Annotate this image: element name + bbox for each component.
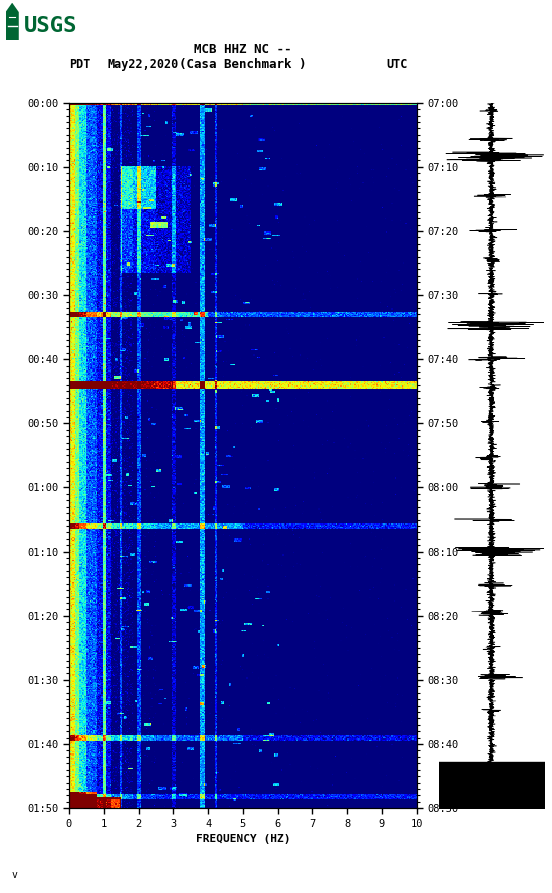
X-axis label: FREQUENCY (HZ): FREQUENCY (HZ): [195, 834, 290, 844]
Polygon shape: [6, 3, 19, 40]
Text: UTC: UTC: [386, 58, 408, 71]
Text: MCB HHZ NC --: MCB HHZ NC --: [194, 43, 291, 55]
Text: USGS: USGS: [24, 16, 78, 36]
Text: PDT: PDT: [69, 58, 91, 71]
Text: v: v: [11, 870, 17, 880]
Text: May22,2020: May22,2020: [108, 58, 179, 71]
Text: (Casa Benchmark ): (Casa Benchmark ): [179, 58, 306, 71]
